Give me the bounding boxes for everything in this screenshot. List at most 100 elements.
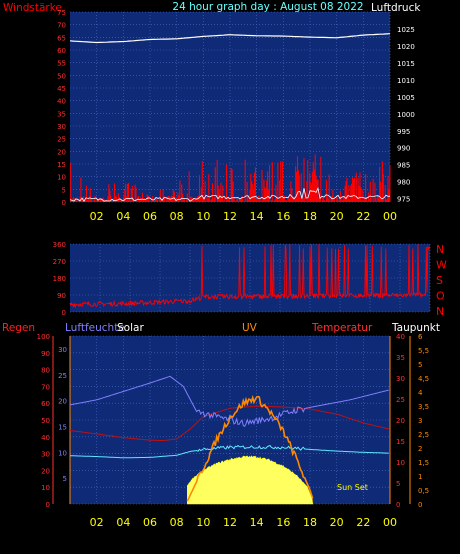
uv-tick-label: 2 [418,445,422,453]
rain-tick-label: 10 [41,484,50,492]
wind-direction-trace [69,244,430,309]
time-label: 10 [196,210,210,223]
temperature-tick-label: 35 [396,354,405,362]
temperature-tick-label: 5 [396,480,400,488]
rain-tick-label: 30 [41,451,50,459]
time-label: 04 [116,516,130,529]
uv-tick-label: 5,5 [418,347,429,355]
uv-tick-label: 3,5 [418,403,429,411]
rain-tick-label: 90 [41,350,50,358]
time-label: 20 [330,516,344,529]
uv-tick-label: 0 [418,501,422,509]
temperature-tick-label: 15 [396,438,405,446]
uv-tick-label: 6 [418,333,423,341]
pressure-tick-label: 1000 [397,111,415,119]
pressure-tick-label: 1025 [397,26,415,34]
uv-tick-label: 5 [418,361,422,369]
time-label: 06 [143,516,157,529]
time-label: 12 [223,210,237,223]
compass-tick-label: W [436,259,447,272]
pressure-tick-label: 990 [397,145,410,153]
uv-tick-label: 4 [418,389,423,397]
wind-grid [70,11,391,203]
temperatur-label: Temperatur [311,322,373,334]
temperature-tick-label: 20 [396,417,405,425]
time-label: 04 [116,210,130,223]
time-label: 18 [303,516,317,529]
wind-tick-label: 10 [57,174,66,182]
windstaerke-label: Windstärke [3,2,62,14]
pressure-tick-label: 995 [397,128,410,136]
wind-tick-label: 75 [57,9,66,17]
pressure-tick-label: 975 [397,196,410,204]
rain-tick-label: 40 [41,434,50,442]
wind-tick-label: 55 [57,60,66,68]
pressure-tick-label: 1015 [397,60,415,68]
wind-tick-label: 60 [57,47,66,55]
temperature-tick-label: 0 [396,501,400,509]
chart-title: 24 hour graph day : August 08 2022 [172,1,363,13]
degrees-axis: 0 90 180 270 360 [53,241,66,317]
temperature-tick-label: 40 [396,333,405,341]
time-label: 12 [223,516,237,529]
wind-tick-label: 15 [57,161,66,169]
time-label: 22 [356,516,370,529]
wind-plot-area [70,12,390,202]
rain-tick-label: 70 [41,383,50,391]
wind-gust-bars [69,154,391,202]
time-label: 22 [356,210,370,223]
time-label: 20 [330,210,344,223]
pressure-line [69,33,391,44]
wind-time-axis: 02 04 06 08 10 12 14 16 18 20 22 00 [90,210,397,223]
time-label: 02 [90,210,104,223]
taupunkt-label: Taupunkt [391,322,440,334]
degree-tick-label: 0 [62,309,66,317]
humidity-tick-label: 20 [58,398,67,406]
time-label: 00 [383,210,397,223]
uv-tick-label: 2,5 [418,431,429,439]
uv-tick-label: 3 [418,417,422,425]
sun-set-label: Sun Set [337,483,368,492]
time-label: 14 [250,516,264,529]
wind-tick-label: 20 [57,148,66,156]
uv-tick-label: 0,5 [418,487,429,495]
degree-tick-label: 180 [53,275,66,283]
solar-area [187,455,314,505]
rain-tick-label: 100 [37,333,50,341]
uv-tick-label: 1 [418,473,422,481]
wind-tick-label: 45 [57,85,66,93]
rain-tick-label: 50 [41,417,50,425]
climate-time-axis: 02 04 06 08 10 12 14 16 18 20 22 00 [90,516,397,529]
wind-speed-axis: 0 5 10 15 20 25 30 35 40 45 50 55 60 65 70 75 [57,9,66,207]
degree-tick-label: 360 [53,241,66,249]
wind-tick-label: 35 [57,110,66,118]
humidity-tick-label: 15 [58,423,67,431]
wind-tick-label: 65 [57,34,66,42]
uv-line [186,394,314,502]
time-label: 10 [196,516,210,529]
time-label: 06 [143,210,157,223]
compass-tick-label: S [436,274,443,287]
time-label: 08 [170,210,184,223]
degree-tick-label: 90 [57,292,66,300]
rain-tick-label: 20 [41,467,50,475]
wind-tick-label: 0 [62,199,66,207]
wind-tick-label: 30 [57,123,66,131]
pressure-tick-label: 1010 [397,77,415,85]
humidity-tick-label: 10 [58,449,67,457]
compass-tick-label: O [436,290,445,303]
time-label: 16 [276,210,290,223]
dewpoint-line [70,444,389,459]
time-label: 18 [303,210,317,223]
humidity-tick-label: 30 [58,346,67,354]
pressure-tick-label: 985 [397,162,410,170]
luftdruck-label: Luftdruck [371,2,421,14]
pressure-axis: 975 980 985 990 995 1000 1005 1010 1015 1020 1025 [397,26,415,204]
wind-tick-label: 70 [57,22,66,30]
wind-direction-line [69,244,430,309]
solar-label: Solar [117,322,144,334]
pressure-tick-label: 1020 [397,43,415,51]
uv-tick-label: 4,5 [418,375,429,383]
